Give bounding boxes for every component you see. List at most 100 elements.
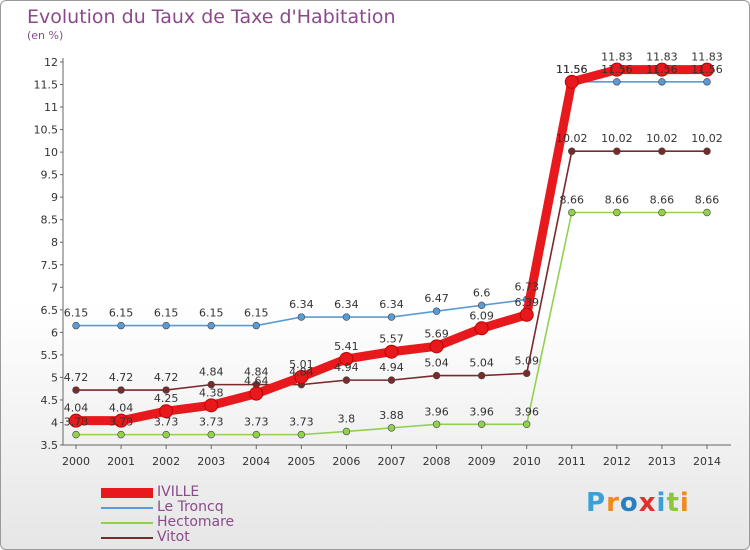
data-point xyxy=(342,313,351,321)
data-label: 4.04 xyxy=(64,402,89,415)
data-label: 3.73 xyxy=(109,416,134,429)
data-point xyxy=(162,386,170,394)
data-point xyxy=(249,386,264,401)
data-label: 3.73 xyxy=(154,416,179,429)
x-tick-label: 2003 xyxy=(197,455,225,468)
data-point xyxy=(117,386,125,394)
logo-letter: x xyxy=(638,488,657,518)
data-label: 10.02 xyxy=(601,132,633,145)
x-tick-label: 2006 xyxy=(332,455,360,468)
x-tick-label: 2014 xyxy=(693,455,721,468)
proxiti-logo: Proxiti xyxy=(586,488,690,518)
data-point xyxy=(474,321,489,336)
data-label: 6.73 xyxy=(514,280,539,293)
data-point xyxy=(477,301,486,310)
data-label: 3.96 xyxy=(469,405,494,418)
data-label: 4.84 xyxy=(289,366,314,379)
data-point xyxy=(207,430,215,439)
x-tick-label: 2000 xyxy=(62,455,90,468)
logo-letter: P xyxy=(586,488,607,518)
series-vitot xyxy=(72,147,711,394)
data-label: 11.56 xyxy=(691,63,723,76)
data-point xyxy=(72,321,80,330)
legend-label: Hectomare xyxy=(157,514,235,530)
data-point xyxy=(342,427,351,436)
data-label: 5.04 xyxy=(424,357,449,370)
data-label: 6.15 xyxy=(199,307,224,320)
data-point xyxy=(700,62,714,77)
data-point xyxy=(117,430,125,439)
data-label: 6.15 xyxy=(244,307,269,320)
data-label: 5.69 xyxy=(424,327,449,340)
data-label: 6.39 xyxy=(514,296,539,309)
logo-letter: r xyxy=(606,488,620,518)
series-layer xyxy=(69,62,714,439)
x-tick-label: 2012 xyxy=(603,455,631,468)
x-tick-label: 2010 xyxy=(513,455,541,468)
data-point xyxy=(342,376,351,384)
data-label: 6.34 xyxy=(379,298,404,311)
data-label: 11.56 xyxy=(646,63,678,76)
data-point xyxy=(432,307,441,315)
data-point xyxy=(384,344,399,359)
data-point xyxy=(654,62,669,77)
data-labels-layer: 4.72 4.72 4.72 4.84 4.84 4.84 4.94 4.94 5.04 5.04… xyxy=(64,51,723,429)
data-point xyxy=(477,371,486,380)
data-label: 4.64 xyxy=(244,375,269,388)
data-point xyxy=(429,339,444,354)
x-tick-label: 2011 xyxy=(558,455,586,468)
data-point xyxy=(703,208,711,217)
y-tick-label: 8.5 xyxy=(41,214,59,227)
logo-letter: i xyxy=(679,488,690,518)
data-label: 10.02 xyxy=(646,132,678,145)
data-label: 3.88 xyxy=(379,409,404,422)
data-label: 4.04 xyxy=(109,402,134,415)
y-tick-label: 11 xyxy=(44,101,58,114)
data-label: 4.72 xyxy=(154,371,179,384)
data-point xyxy=(568,208,576,217)
legend-swatch xyxy=(101,522,153,524)
data-point xyxy=(523,369,531,378)
data-label: 4.84 xyxy=(199,366,224,379)
data-point xyxy=(519,307,534,322)
y-tick-label: 8 xyxy=(51,236,58,249)
data-label: 3.73 xyxy=(64,416,89,429)
data-label: 3.96 xyxy=(424,405,449,418)
data-label: 6.6 xyxy=(473,286,491,299)
data-label: 6.15 xyxy=(64,307,89,320)
data-label: 11.83 xyxy=(601,51,633,64)
data-point xyxy=(72,386,80,394)
data-label: 11.56 xyxy=(556,63,588,76)
y-tick-label: 6.5 xyxy=(41,304,59,317)
data-label: 10.02 xyxy=(556,132,588,145)
legend-swatch xyxy=(101,488,153,498)
data-label: 3.73 xyxy=(199,416,224,429)
data-point xyxy=(339,351,354,366)
data-point xyxy=(613,208,621,217)
data-point xyxy=(432,371,441,380)
x-tick-label: 2002 xyxy=(152,455,180,468)
y-tick-label: 12 xyxy=(44,56,58,69)
data-point xyxy=(69,413,83,428)
data-point xyxy=(613,147,621,155)
data-point xyxy=(387,424,396,432)
data-point xyxy=(658,78,666,86)
data-point xyxy=(252,321,260,330)
data-point xyxy=(387,313,396,321)
data-label: 6.15 xyxy=(154,307,179,320)
data-label: 6.34 xyxy=(289,298,314,311)
data-label: 3.73 xyxy=(244,416,269,429)
x-tick-label: 2013 xyxy=(648,455,676,468)
data-point xyxy=(297,430,306,439)
y-tick-label: 7.5 xyxy=(41,259,59,272)
y-tick-label: 3.5 xyxy=(41,439,59,452)
data-label: 3.96 xyxy=(514,405,539,418)
data-label: 11.83 xyxy=(646,51,678,64)
x-tick-label: 2004 xyxy=(242,455,270,468)
data-label: 11.56 xyxy=(556,63,588,76)
data-point xyxy=(609,62,624,77)
data-point xyxy=(72,430,80,439)
data-point xyxy=(162,321,170,330)
data-point xyxy=(204,398,219,413)
